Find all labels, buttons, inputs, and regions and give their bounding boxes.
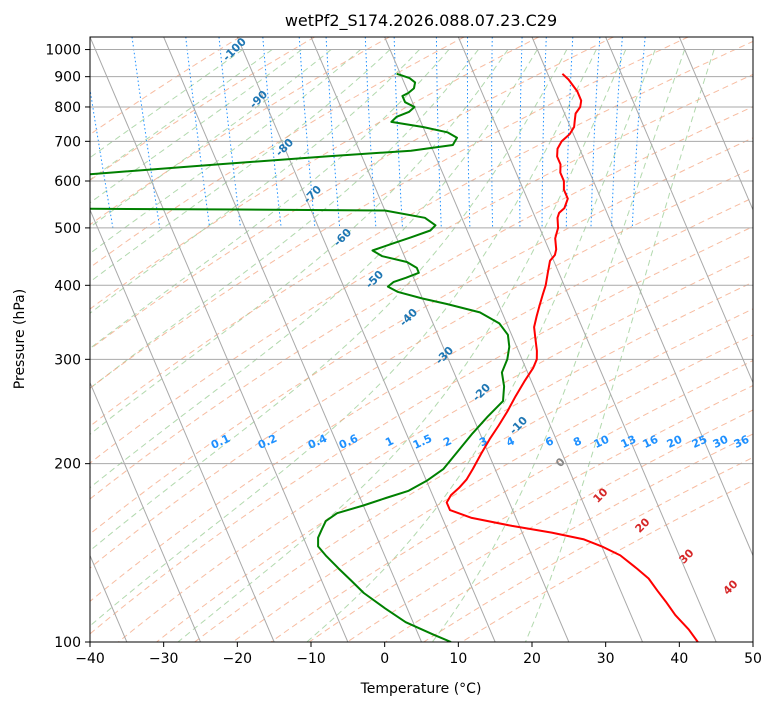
moist-adiabat-line <box>90 49 243 159</box>
y-tick-label: 300 <box>54 352 81 368</box>
x-tick-label: 40 <box>670 651 688 667</box>
dry-adiabat-line <box>90 167 753 569</box>
dry-adiabat-line <box>90 106 753 500</box>
mixing-ratio-label: 13 <box>619 433 638 451</box>
mixing-ratio-line <box>262 37 282 228</box>
moist-adiabats <box>90 49 715 642</box>
dry-adiabat-line <box>90 37 315 181</box>
x-tick-label: 0 <box>380 651 389 667</box>
isotherm-gridline <box>384 37 643 642</box>
isobar-gridlines <box>90 49 753 642</box>
x-tick-label: −10 <box>296 651 326 667</box>
x-axis: −40 −30 −20 −10 0 10 20 30 40 50 <box>75 642 762 667</box>
temperature-profile-line <box>445 73 699 642</box>
moist-adiabat-line <box>90 49 568 552</box>
y-tick-label: 100 <box>54 635 81 651</box>
isotherm-gridline <box>90 208 275 642</box>
dry-adiabat-line <box>117 254 753 642</box>
isotherm-gridline <box>531 37 753 557</box>
mixing-ratio-label: 25 <box>690 433 709 451</box>
isotherm-gridline <box>678 37 753 212</box>
x-tick-label: −20 <box>223 651 253 667</box>
moist-adiabat-line <box>525 49 715 642</box>
mixing-ratio-line <box>218 37 241 228</box>
dry-adiabat-line <box>90 40 753 427</box>
mixing-ratio-label: 16 <box>641 433 661 451</box>
mixing-ratio-label: 10 <box>592 433 612 451</box>
y-axis: 1000 900 800 700 600 500 400 300 200 100 <box>45 43 90 651</box>
x-axis-label: Temperature (°C) <box>360 681 482 697</box>
mixing-ratio-label: 30 <box>711 433 731 451</box>
plot-frame <box>89 36 754 643</box>
isotherm-gridline <box>605 37 753 384</box>
dry-adiabat-line <box>90 37 689 389</box>
x-tick-label: 30 <box>597 651 615 667</box>
mixing-ratio-label: 20 <box>665 433 685 451</box>
moist-adiabat-line <box>90 49 273 181</box>
x-tick-label: 10 <box>449 651 467 667</box>
moist-adiabat-line <box>306 49 656 642</box>
mixing-ratio-line <box>631 37 646 228</box>
mixing-ratio-label: 36 <box>732 433 752 451</box>
dry-adiabat-line <box>90 226 753 635</box>
profile-series <box>90 72 699 642</box>
moist-adiabat-line <box>90 49 597 627</box>
isotherm-gridline <box>163 37 422 642</box>
x-tick-label: 20 <box>523 651 541 667</box>
y-tick-label: 800 <box>54 100 81 116</box>
moist-adiabat-line <box>90 49 509 435</box>
isotherm-gridlines <box>90 37 753 642</box>
y-axis-label: Pressure (hPa) <box>12 289 28 389</box>
isotherm-gridline <box>236 37 496 642</box>
dry-adiabat-line <box>232 334 753 642</box>
x-tick-label: −30 <box>149 651 179 667</box>
y-tick-label: 600 <box>54 174 81 190</box>
chart-title: wetPf2_S174.2026.088.07.23.C29 <box>285 11 557 31</box>
dry-adiabat-line <box>90 137 753 535</box>
dry-adiabat-line <box>90 37 540 310</box>
y-tick-label: 900 <box>54 70 81 86</box>
mixing-ratio-line <box>298 37 316 228</box>
moist-adiabat-line <box>90 49 479 389</box>
isotherm-gridline <box>90 381 201 642</box>
y-tick-label: 500 <box>54 221 81 237</box>
dry-adiabat-line <box>90 37 390 226</box>
mixing-ratio-line <box>185 37 211 228</box>
moist-adiabat-line <box>177 49 627 642</box>
x-tick-label: −40 <box>75 651 105 667</box>
moist-adiabat-line <box>90 49 391 283</box>
y-tick-label: 200 <box>54 457 81 473</box>
moist-adiabat-line <box>431 49 686 642</box>
plot-area: -100-90-80-70-60-50-40-30-20-100.1 0.2 0.4… <box>90 37 753 642</box>
y-tick-label: 700 <box>54 134 81 150</box>
dewpoint-profile-line <box>90 72 511 642</box>
dry-adiabat-line <box>270 359 753 642</box>
moist-adiabat-line <box>90 49 361 255</box>
isotherm-gridline <box>310 37 570 642</box>
isotherm-gridline <box>90 37 349 642</box>
y-tick-label: 400 <box>54 278 81 294</box>
moist-adiabat-line <box>90 49 450 350</box>
x-tick-label: 50 <box>744 651 762 667</box>
dry-adiabat-line <box>90 37 614 350</box>
isotherm-gridline <box>457 37 717 642</box>
y-tick-label: 1000 <box>45 43 81 59</box>
mixing-ratio-line <box>90 86 114 228</box>
